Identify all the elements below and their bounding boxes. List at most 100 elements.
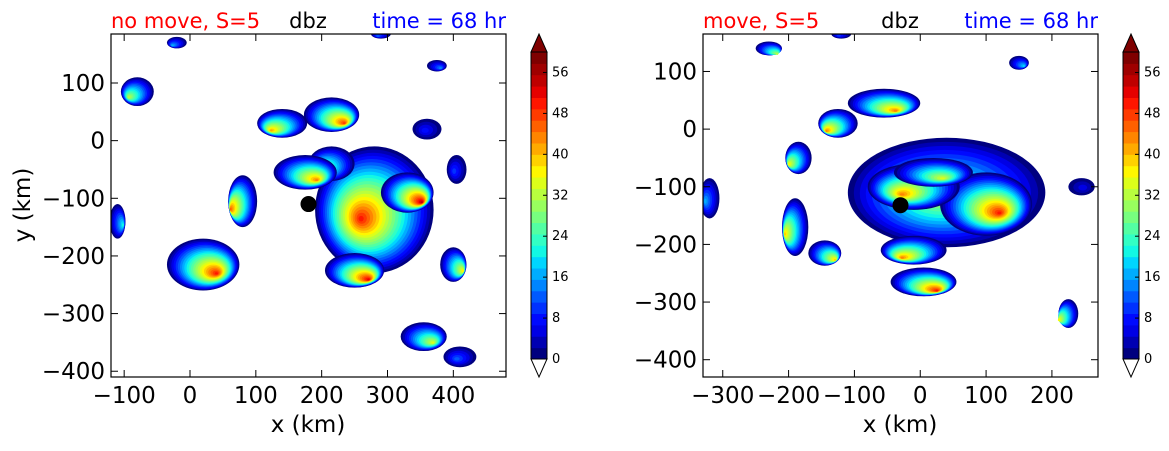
y-tick-label: 0 [682, 117, 697, 143]
colorbar-tick-label: 48 [1144, 106, 1161, 121]
storm-cell [755, 41, 782, 56]
colorbar-segment [1123, 86, 1139, 98]
contour-level [358, 215, 364, 222]
right-x-axis-label: x (km) [863, 412, 938, 438]
colorbar-segment [531, 302, 547, 315]
colorbar-segment [1123, 74, 1139, 87]
colorbar-segment [1123, 245, 1139, 258]
colorbar-segment [531, 347, 547, 360]
colorbar-tick-label: 16 [552, 270, 569, 285]
x-tick-label: 400 [431, 383, 475, 409]
colorbar-tick-label: 24 [1144, 229, 1161, 244]
colorbar-segment [1123, 211, 1139, 224]
y-tick-label: 100 [653, 59, 697, 85]
colorbar-segment [531, 188, 547, 201]
colorbar-segment [531, 142, 547, 155]
y-tick-label: −300 [634, 290, 697, 316]
y-tick-label: −300 [42, 302, 105, 328]
colorbar-segment [531, 52, 547, 64]
right-title-variable: dbz [881, 9, 919, 33]
storm-center-dot [300, 196, 317, 213]
y-tick-label: −200 [42, 244, 105, 270]
storm-cell [427, 59, 447, 72]
contour-level [939, 177, 945, 180]
storm-cell [228, 175, 258, 228]
contour-level [342, 122, 346, 125]
colorbar-segment [1123, 131, 1139, 144]
left-title-variable: dbz [289, 9, 327, 33]
colorbar-segment [1123, 177, 1139, 189]
contour-level [214, 272, 218, 275]
storm-cell [1057, 299, 1079, 328]
left-x-axis-label: x (km) [271, 412, 346, 438]
colorbar-tick-label: 0 [552, 352, 560, 367]
storm-cell [940, 172, 1033, 236]
storm-cell [703, 178, 720, 219]
colorbar-segment [531, 233, 547, 246]
y-tick-label: −100 [42, 186, 105, 212]
colorbar-segment [531, 279, 547, 292]
storm-cell [166, 36, 187, 49]
colorbar-segment [1123, 279, 1139, 292]
colorbar-segment [531, 336, 547, 349]
colorbar-segment [1123, 142, 1139, 155]
storm-cell [400, 322, 447, 352]
contour-level [376, 35, 380, 37]
x-tick-label: 0 [183, 383, 198, 409]
colorbar-segment [531, 165, 547, 178]
colorbar-segment [531, 74, 547, 87]
left-center-marker [300, 196, 317, 213]
colorbar-segment [531, 256, 547, 269]
contour-level [825, 129, 828, 132]
right-y-ticks: 100 0 −100 −200 −300 −400 [634, 59, 1098, 374]
contour-level [935, 289, 939, 292]
storm-cell [890, 267, 957, 297]
storm-cell [371, 34, 391, 39]
colorbar-tick-label: 56 [1144, 65, 1161, 80]
left-panel: −100 0 100 200 300 400 100 0 −100 −200 −300 −400 n… [10, 9, 507, 438]
x-tick-label: −300 [691, 383, 754, 409]
y-tick-label: 0 [90, 129, 105, 155]
x-tick-label: 100 [964, 383, 1008, 409]
colorbar-segment [1123, 313, 1139, 326]
colorbar-segment [1123, 165, 1139, 178]
right-x-ticks: −300 −200 −100 0 100 200 [691, 34, 1074, 409]
colorbar-segment [531, 268, 547, 280]
contour-level [421, 127, 429, 133]
colorbar-segment [1123, 336, 1139, 349]
x-tick-label: −100 [823, 383, 886, 409]
colorbar-segment [1123, 233, 1139, 246]
colorbar-segment [1123, 302, 1139, 315]
colorbar-over-extension [1122, 32, 1140, 53]
storm-cell [785, 141, 812, 175]
contour-level [420, 201, 423, 204]
contour-level [899, 193, 905, 196]
contour-level [836, 34, 841, 37]
storm-cell [257, 108, 308, 138]
x-tick-label: 100 [234, 383, 278, 409]
storm-cell [166, 238, 240, 291]
left-colorbar: 0 8 16 24 32 40 48 56 [530, 32, 569, 379]
colorbar-under-extension [1122, 358, 1140, 379]
x-tick-label: 200 [300, 383, 344, 409]
storm-cell [443, 346, 477, 368]
storm-cell [120, 77, 154, 107]
colorbar-segment [1123, 120, 1139, 133]
storm-cell [380, 172, 434, 213]
right-title-time: time = 68 hr [964, 9, 1098, 33]
storm-cell [324, 253, 385, 288]
colorbar-segment [1123, 108, 1139, 121]
y-tick-label: −200 [634, 232, 697, 258]
x-tick-label: 300 [366, 383, 410, 409]
storm-cell [818, 108, 858, 138]
colorbar-tick-label: 40 [552, 147, 569, 162]
left-title-run: no move, S=5 [111, 9, 260, 33]
colorbar-tick-label: 8 [1144, 311, 1152, 326]
storm-cell [893, 157, 973, 187]
contour-level [1057, 318, 1060, 321]
contour-level [452, 168, 457, 174]
colorbar-tick-label: 56 [552, 65, 569, 80]
right-panel: −300 −200 −100 0 100 200 1000−100−200−300−400… [634, 9, 1099, 438]
colorbar-tick-label: 8 [552, 311, 560, 326]
contour-level [893, 109, 898, 112]
